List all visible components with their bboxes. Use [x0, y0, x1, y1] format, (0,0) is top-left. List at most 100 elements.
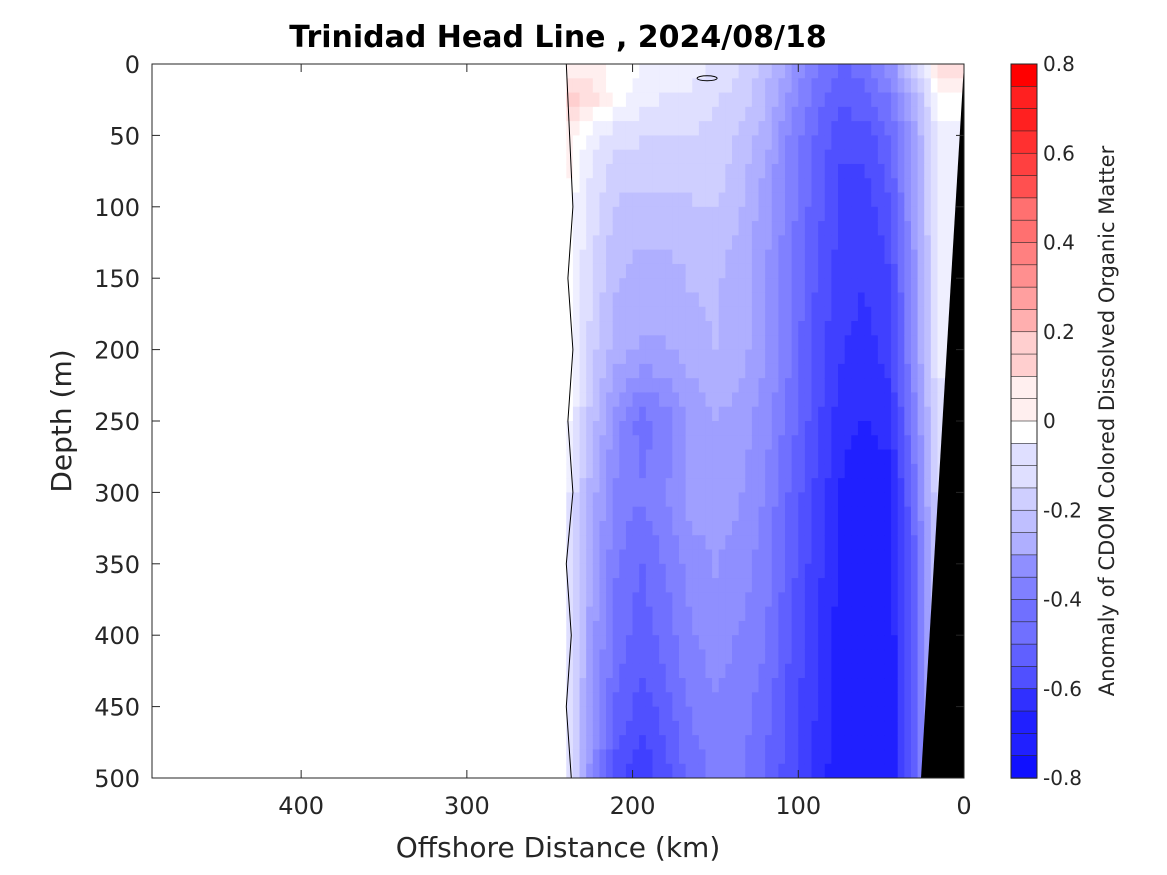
heat-cell [864, 106, 872, 122]
heat-cell [897, 192, 905, 208]
heat-cell [930, 478, 939, 493]
heat-cell [811, 649, 819, 665]
heat-cell [705, 706, 713, 722]
heat-cell [745, 506, 753, 522]
heat-cell [606, 563, 614, 579]
heat-cell [785, 763, 793, 778]
heat-cell [612, 520, 620, 536]
heat-cell [692, 463, 700, 479]
heat-cell [778, 520, 786, 536]
heat-cell [751, 492, 760, 508]
heat-cell [924, 363, 932, 379]
heat-cell [606, 249, 614, 265]
heat-cell [606, 235, 614, 251]
heat-cell [612, 206, 620, 222]
heat-cell [678, 449, 687, 465]
heat-cell [652, 106, 660, 122]
heat-cell [818, 235, 826, 251]
heat-cell [692, 192, 700, 208]
heat-cell [804, 292, 813, 308]
heat-cell [758, 249, 766, 265]
heat-cell [725, 606, 733, 622]
heat-cell [625, 106, 634, 122]
heat-cell [798, 706, 806, 722]
heat-cell [791, 221, 799, 236]
heat-cell [897, 563, 905, 579]
heat-cell [619, 578, 627, 593]
heat-cell [725, 335, 733, 351]
heat-cell [572, 635, 581, 651]
heat-cell [864, 263, 872, 279]
heat-cell [718, 378, 726, 394]
heat-cell [950, 106, 958, 122]
heat-cell [572, 92, 581, 108]
heat-cell [844, 421, 852, 436]
heat-cell [804, 706, 813, 722]
heat-cell [639, 178, 647, 194]
heat-cell [619, 192, 627, 208]
heat-cell [864, 492, 872, 508]
heat-cell [692, 392, 700, 408]
heat-cell [924, 64, 932, 79]
heat-cell [692, 720, 700, 736]
heat-cell [818, 492, 826, 508]
heat-cell [572, 221, 581, 236]
heat-cell [639, 763, 647, 778]
heat-cell [612, 735, 620, 751]
heat-cell [877, 406, 886, 422]
heat-cell [891, 435, 899, 451]
heat-cell [877, 121, 886, 136]
heat-cell [910, 64, 919, 79]
heat-cell [791, 249, 799, 265]
heat-cell [645, 292, 654, 308]
heat-cell [751, 763, 760, 778]
heat-cell [904, 692, 912, 708]
heat-cell [831, 106, 839, 122]
heat-cell [639, 435, 647, 451]
heat-cell [625, 549, 634, 565]
heat-cell [645, 363, 654, 379]
heat-cell [824, 249, 833, 265]
heat-cell [619, 349, 627, 365]
heat-cell [785, 106, 793, 122]
heat-cell [685, 406, 693, 422]
heat-cell [824, 763, 833, 778]
heat-cell [612, 163, 620, 179]
heat-cell [937, 121, 945, 136]
heat-cell [579, 292, 587, 308]
heat-cell [659, 421, 667, 436]
heat-cell [884, 78, 892, 94]
heat-cell [718, 506, 726, 522]
heat-cell [765, 735, 773, 751]
heat-cell [785, 463, 793, 479]
heat-cell [785, 635, 793, 651]
heat-cell [625, 263, 634, 279]
heat-cell [838, 135, 846, 151]
heat-cell [645, 235, 654, 251]
heat-cell [937, 292, 945, 308]
heat-cell [831, 335, 839, 351]
heat-cell [884, 149, 892, 165]
heat-cell [692, 549, 700, 565]
heat-cell [712, 421, 720, 436]
heat-cell [692, 363, 700, 379]
heat-cell [891, 106, 899, 122]
heat-cell [904, 149, 912, 165]
heat-cell [924, 335, 932, 351]
heat-cell [599, 321, 607, 336]
cdom-anomaly-field [566, 64, 964, 778]
heat-cell [652, 449, 660, 465]
heat-cell [566, 449, 574, 465]
heat-cell [791, 606, 799, 622]
heat-cell [937, 249, 945, 265]
heat-cell [798, 235, 806, 251]
heat-cell [765, 235, 773, 251]
heat-cell [698, 606, 707, 622]
heat-cell [811, 263, 819, 279]
heat-cell [652, 463, 660, 479]
heat-cell [871, 163, 879, 179]
heat-cell [917, 435, 925, 451]
heat-cell [824, 78, 833, 94]
heat-cell [804, 378, 813, 394]
heat-cell [738, 321, 746, 336]
